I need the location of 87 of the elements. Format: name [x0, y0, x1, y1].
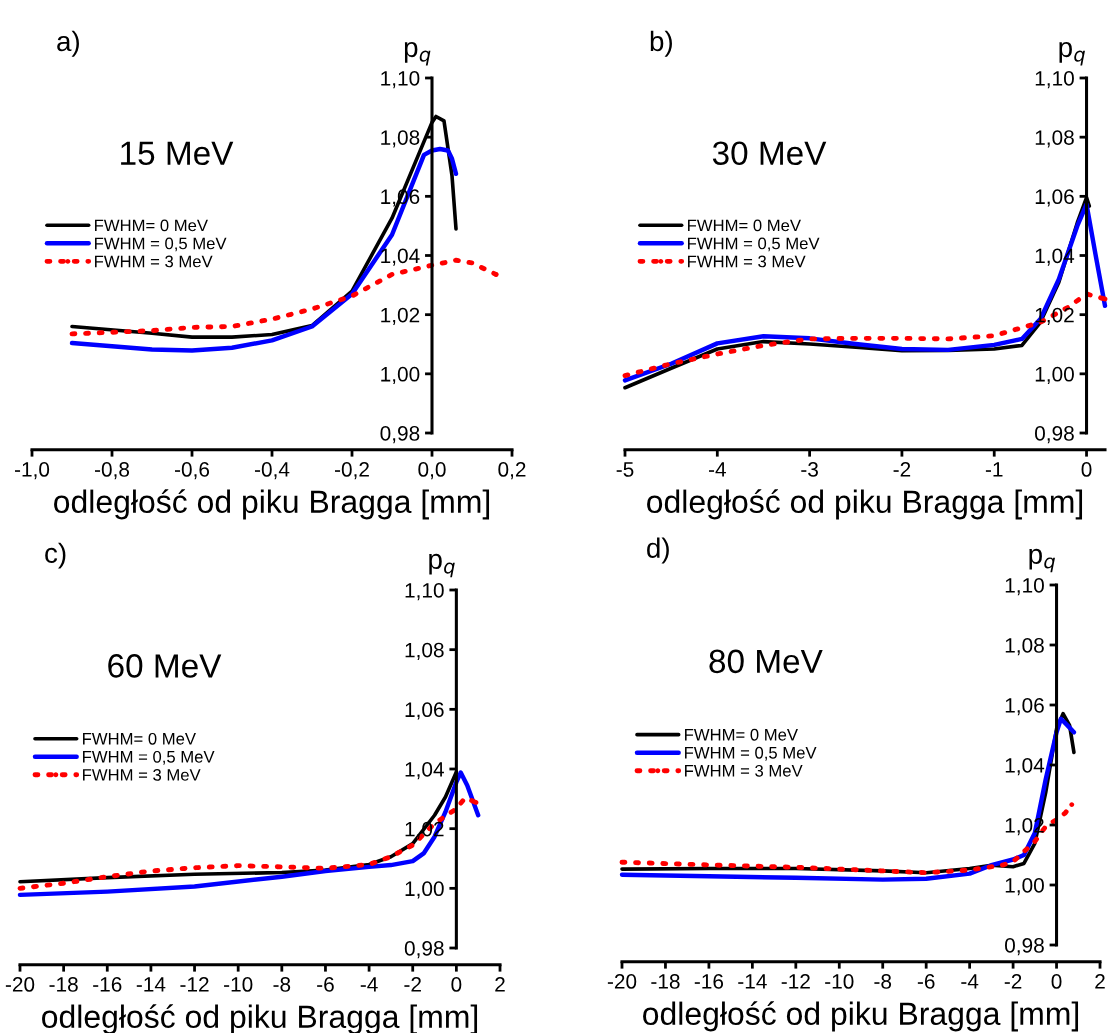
y-tick-label: 1,06 [1005, 698, 1044, 716]
x-tick-label: -5 [616, 462, 634, 477]
chart-title: a) [57, 30, 79, 57]
x-tick-label: 2 [1095, 974, 1105, 989]
legend-label: FWHM = 0,5 MeV [83, 750, 215, 765]
x-tick-label: -18 [651, 974, 680, 989]
y-tick-label: 1,08 [1035, 130, 1074, 148]
legend-label: FWHM = 3 MeV [688, 255, 806, 268]
text: 80 MeV [709, 649, 823, 674]
x-tick-label: -4 [961, 974, 979, 989]
x-tick-label: -8 [273, 977, 291, 992]
x-axis-title: odległość od piku Bragga [mm] [647, 489, 1083, 520]
legend-label: FWHM = 0,5 MeV [685, 746, 817, 761]
y-tick-label: 0,98 [1035, 426, 1074, 444]
text: 60 MeV [108, 654, 222, 678]
y-tick-label: 1,10 [405, 583, 444, 601]
y-axis-title: p$_{q}$ [404, 41, 431, 66]
legend-label: FWHM= 0 MeV [83, 732, 196, 745]
legend-label: FWHM= 0 MeV [95, 219, 208, 232]
chart-title: b) [650, 30, 672, 57]
y-tick-label: 1,06 [405, 702, 444, 720]
y-tick-label: 1,10 [1005, 578, 1044, 596]
x-tick-label: -16 [93, 977, 122, 992]
y-tick-label: 1,10 [1035, 71, 1074, 89]
x-tick-label: -1,0 [14, 462, 50, 480]
x-tick-label: 0,2 [498, 462, 526, 480]
legend-label: FWHM = 3 MeV [685, 764, 803, 777]
y-tick-label: 1,04 [1005, 758, 1045, 776]
x-tick-label: 0 [1081, 462, 1092, 477]
y-tick-label: 1,04 [405, 762, 444, 780]
y-tick-label: 1,00 [1035, 366, 1074, 385]
y-tick-label: 0,98 [380, 426, 420, 444]
x-tick-label: -0,8 [94, 462, 130, 480]
y-tick-label: 1,10 [381, 71, 420, 89]
x-tick-label: -6 [317, 977, 334, 992]
x-tick-label: -2 [893, 462, 911, 477]
chart-title: c) [45, 542, 66, 569]
y-axis-title: p$_{q}$ [1059, 41, 1085, 66]
x-tick-label: -16 [694, 974, 724, 989]
y-tick-label: 1,08 [405, 642, 444, 660]
y-tick-label: 1,08 [381, 130, 420, 148]
y-tick-label: 0,98 [1005, 938, 1044, 956]
legend-label: FWHM= 0 MeV [688, 219, 801, 232]
x-tick-label: -20 [607, 974, 637, 989]
y-tick-label: 1,02 [381, 307, 420, 325]
x-tick-label: -8 [874, 974, 892, 989]
y-axis-title: p$_{q}$ [429, 553, 455, 578]
x-tick-label: -2 [1004, 974, 1022, 989]
x-tick-label: -6 [917, 974, 935, 989]
x-tick-label: -12 [180, 977, 209, 992]
x-tick-label: -14 [738, 974, 767, 989]
y-tick-label: 1,00 [405, 881, 444, 899]
y-tick-label: 1,06 [1035, 189, 1074, 207]
y-tick-label: 1,04 [381, 248, 420, 266]
text: 15 MeV [121, 141, 234, 166]
text: 30 MeV [712, 141, 827, 166]
x-tick-label: -4 [360, 977, 378, 992]
x-tick-label: -2 [404, 977, 421, 992]
y-tick-label: 1,08 [1005, 638, 1044, 656]
x-tick-label: -3 [801, 462, 818, 477]
x-tick-label: 0 [1051, 974, 1062, 989]
x-tick-label: -4 [708, 462, 726, 477]
x-axis-title: odległość od piku Bragga [mm] [54, 489, 490, 520]
legend-label: FWHM = 0,5 MeV [688, 237, 820, 252]
legend-label: FWHM = 0,5 MeV [95, 237, 227, 252]
legend-label: FWHM = 3 MeV [95, 255, 213, 268]
y-tick-label: 1,00 [1005, 878, 1044, 896]
x-tick-label: -18 [49, 977, 78, 992]
x-tick-label: -10 [825, 974, 854, 989]
y-axis-title: p$_{q}$ [1029, 548, 1055, 573]
x-tick-label: -0,2 [334, 462, 369, 480]
x-tick-label: -0,6 [174, 462, 210, 480]
legend-label: FWHM = 3 MeV [83, 768, 201, 781]
x-tick-label: -10 [224, 977, 253, 992]
x-tick-label: 0,0 [418, 462, 446, 480]
x-tick-label: 2 [495, 977, 505, 992]
x-axis-title: odległość od piku Bragga [mm] [643, 1001, 1079, 1032]
y-tick-label: 0,98 [404, 941, 444, 959]
x-tick-label: -14 [136, 977, 166, 992]
x-tick-label: 0 [451, 977, 462, 992]
y-tick-label: 1,00 [381, 366, 420, 385]
x-tick-label: -20 [5, 977, 35, 992]
chart-title: d) [647, 537, 669, 564]
x-tick-label: -12 [781, 974, 810, 989]
x-tick-label: -0,4 [254, 462, 290, 480]
x-tick-label: -1 [985, 462, 1003, 477]
legend-label: FWHM= 0 MeV [685, 728, 798, 741]
